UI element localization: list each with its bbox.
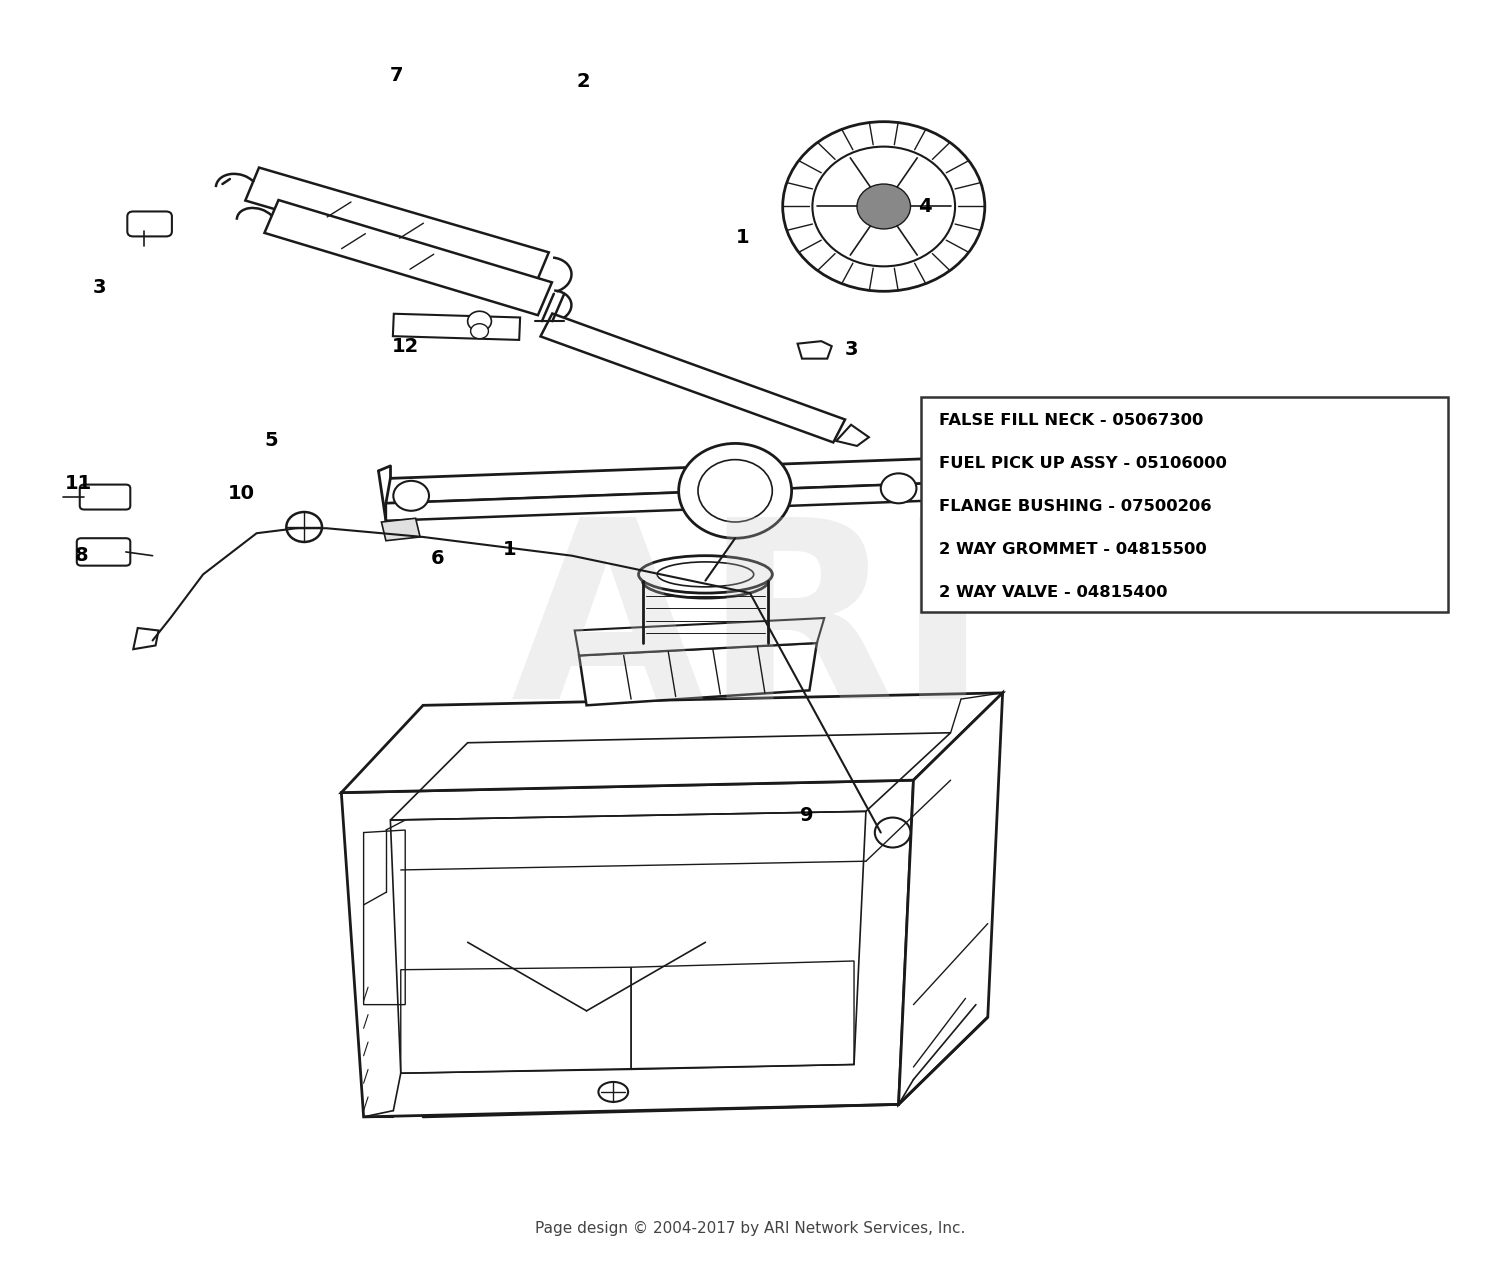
Text: 5: 5 <box>264 431 279 450</box>
Polygon shape <box>342 692 1002 793</box>
Text: 6: 6 <box>430 549 444 567</box>
Text: 11: 11 <box>64 474 92 493</box>
Circle shape <box>468 311 492 332</box>
Circle shape <box>393 480 429 511</box>
Text: 9: 9 <box>800 806 813 825</box>
FancyBboxPatch shape <box>80 484 130 509</box>
Polygon shape <box>386 483 928 521</box>
Circle shape <box>856 184 910 230</box>
Ellipse shape <box>639 556 772 593</box>
Text: 2: 2 <box>576 72 591 91</box>
Ellipse shape <box>642 564 768 598</box>
Text: 3: 3 <box>844 340 858 359</box>
Text: ARI: ARI <box>510 509 990 752</box>
Polygon shape <box>574 618 825 656</box>
Text: FLANGE BUSHING - 07500206: FLANGE BUSHING - 07500206 <box>939 499 1212 514</box>
Circle shape <box>678 444 792 538</box>
Polygon shape <box>134 628 159 649</box>
Polygon shape <box>381 518 420 541</box>
FancyBboxPatch shape <box>76 538 130 566</box>
Circle shape <box>286 512 322 542</box>
Text: FALSE FILL NECK - 05067300: FALSE FILL NECK - 05067300 <box>939 414 1203 429</box>
Polygon shape <box>393 314 520 340</box>
Text: 12: 12 <box>392 337 418 356</box>
Circle shape <box>783 121 986 291</box>
Polygon shape <box>540 314 844 443</box>
Ellipse shape <box>642 629 768 657</box>
Circle shape <box>880 473 916 503</box>
Polygon shape <box>386 459 936 503</box>
Polygon shape <box>798 342 831 358</box>
FancyBboxPatch shape <box>921 397 1449 612</box>
Text: 1: 1 <box>503 540 516 559</box>
Polygon shape <box>898 692 1002 1105</box>
Circle shape <box>874 817 910 847</box>
Text: 2 WAY GROMMET - 04815500: 2 WAY GROMMET - 04815500 <box>939 542 1206 557</box>
FancyBboxPatch shape <box>128 212 172 236</box>
Text: 8: 8 <box>75 546 88 565</box>
Text: Page design © 2004-2017 by ARI Network Services, Inc.: Page design © 2004-2017 by ARI Network S… <box>536 1221 964 1236</box>
Polygon shape <box>264 200 552 315</box>
Text: 1: 1 <box>736 228 750 247</box>
Polygon shape <box>836 425 868 446</box>
Text: 7: 7 <box>390 66 404 84</box>
Text: 2 WAY VALVE - 04815400: 2 WAY VALVE - 04815400 <box>939 585 1167 600</box>
Ellipse shape <box>598 1082 628 1102</box>
Polygon shape <box>246 168 549 285</box>
Circle shape <box>471 324 489 339</box>
Polygon shape <box>342 781 914 1117</box>
Text: FUEL PICK UP ASSY - 05106000: FUEL PICK UP ASSY - 05106000 <box>939 456 1227 472</box>
Polygon shape <box>579 643 818 705</box>
Text: 4: 4 <box>918 197 932 216</box>
Text: 10: 10 <box>228 484 255 503</box>
Text: 3: 3 <box>93 277 106 298</box>
